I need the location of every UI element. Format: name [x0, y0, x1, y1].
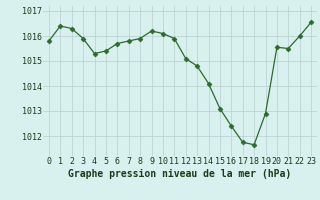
- X-axis label: Graphe pression niveau de la mer (hPa): Graphe pression niveau de la mer (hPa): [68, 169, 292, 179]
